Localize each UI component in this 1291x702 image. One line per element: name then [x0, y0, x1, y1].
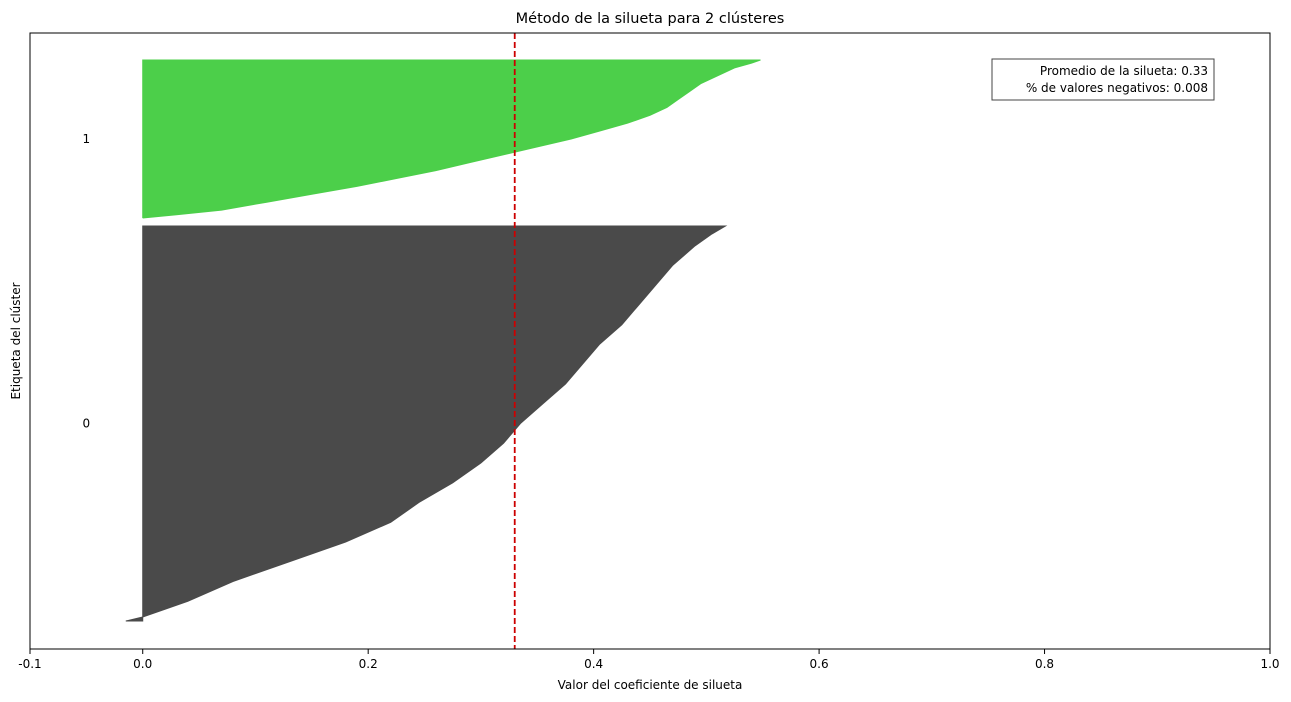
- cluster-label-1: 1: [83, 132, 91, 146]
- annotation-box: [991, 58, 1215, 101]
- x-axis-ticks: -0.1 0.0 0.2 0.4 0.6 0.8 1.0: [18, 649, 1280, 671]
- plot-frame: [29, 32, 1271, 650]
- annotation-negative-share: % de valores negativos: 0.008: [1026, 81, 1208, 95]
- x-tick-label: 0.0: [133, 657, 152, 671]
- silhouette-area-cluster-0: [125, 225, 728, 622]
- x-tick-label: 1.0: [1260, 657, 1279, 671]
- cluster-label-0: 0: [83, 417, 91, 431]
- x-tick-label: 0.8: [1035, 657, 1054, 671]
- y-axis-title: Etiqueta del clúster: [9, 282, 23, 399]
- x-tick-label: 0.2: [359, 657, 378, 671]
- silhouette-area-cluster-1: [142, 59, 761, 219]
- silhouette-annotation: Promedio de la silueta: 0.33 % de valore…: [991, 58, 1215, 101]
- x-tick-label: -0.1: [18, 657, 41, 671]
- x-tick-label: 0.4: [584, 657, 603, 671]
- x-axis-title: Valor del coeficiente de silueta: [558, 678, 743, 692]
- annotation-average: Promedio de la silueta: 0.33: [1040, 64, 1208, 78]
- x-tick-label: 0.6: [810, 657, 829, 671]
- chart-title: Método de la silueta para 2 clústeres: [516, 11, 785, 27]
- plot-area: 01: [83, 33, 761, 649]
